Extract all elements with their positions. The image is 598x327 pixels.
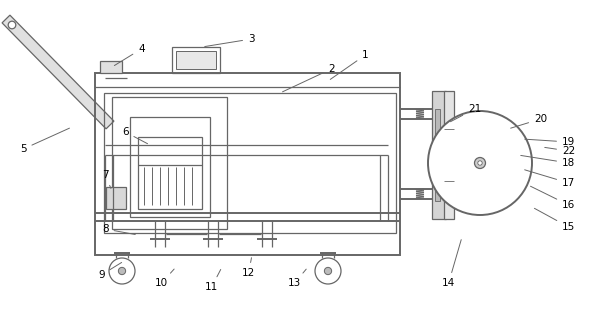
Text: 22: 22 [545, 146, 575, 156]
Text: 18: 18 [521, 155, 575, 168]
Text: 19: 19 [525, 137, 575, 147]
Bar [104, 93, 396, 233]
Polygon shape [2, 15, 114, 129]
Circle shape [109, 258, 135, 284]
Bar [432, 91, 446, 219]
Bar [106, 187, 126, 209]
Text: 8: 8 [102, 224, 135, 234]
Text: 13: 13 [288, 269, 306, 288]
Bar [100, 61, 122, 73]
Bar [444, 91, 454, 219]
Text: 11: 11 [205, 269, 221, 292]
Text: 7: 7 [102, 170, 111, 188]
Circle shape [428, 111, 532, 215]
Text: 2: 2 [282, 64, 335, 92]
Bar [172, 47, 220, 73]
Circle shape [474, 158, 486, 168]
Text: 4: 4 [114, 44, 145, 65]
Text: 10: 10 [155, 269, 174, 288]
Bar [138, 137, 202, 209]
Circle shape [324, 267, 332, 275]
Bar [176, 51, 216, 69]
Text: 12: 12 [242, 258, 255, 278]
Bar [95, 73, 400, 255]
Circle shape [118, 267, 126, 275]
Text: 5: 5 [20, 128, 69, 154]
Bar [130, 117, 210, 217]
Circle shape [478, 161, 482, 165]
Text: 14: 14 [442, 240, 461, 288]
Bar [435, 109, 440, 201]
Circle shape [315, 258, 341, 284]
Text: 15: 15 [535, 208, 575, 232]
Text: 1: 1 [330, 50, 368, 79]
Text: 16: 16 [530, 186, 575, 210]
Text: 20: 20 [511, 114, 547, 128]
Text: 3: 3 [205, 34, 255, 46]
Circle shape [8, 21, 16, 29]
Bar [112, 97, 227, 229]
Text: 21: 21 [450, 104, 481, 122]
Text: 17: 17 [524, 170, 575, 188]
Text: 6: 6 [122, 127, 148, 144]
Text: 9: 9 [98, 263, 121, 280]
